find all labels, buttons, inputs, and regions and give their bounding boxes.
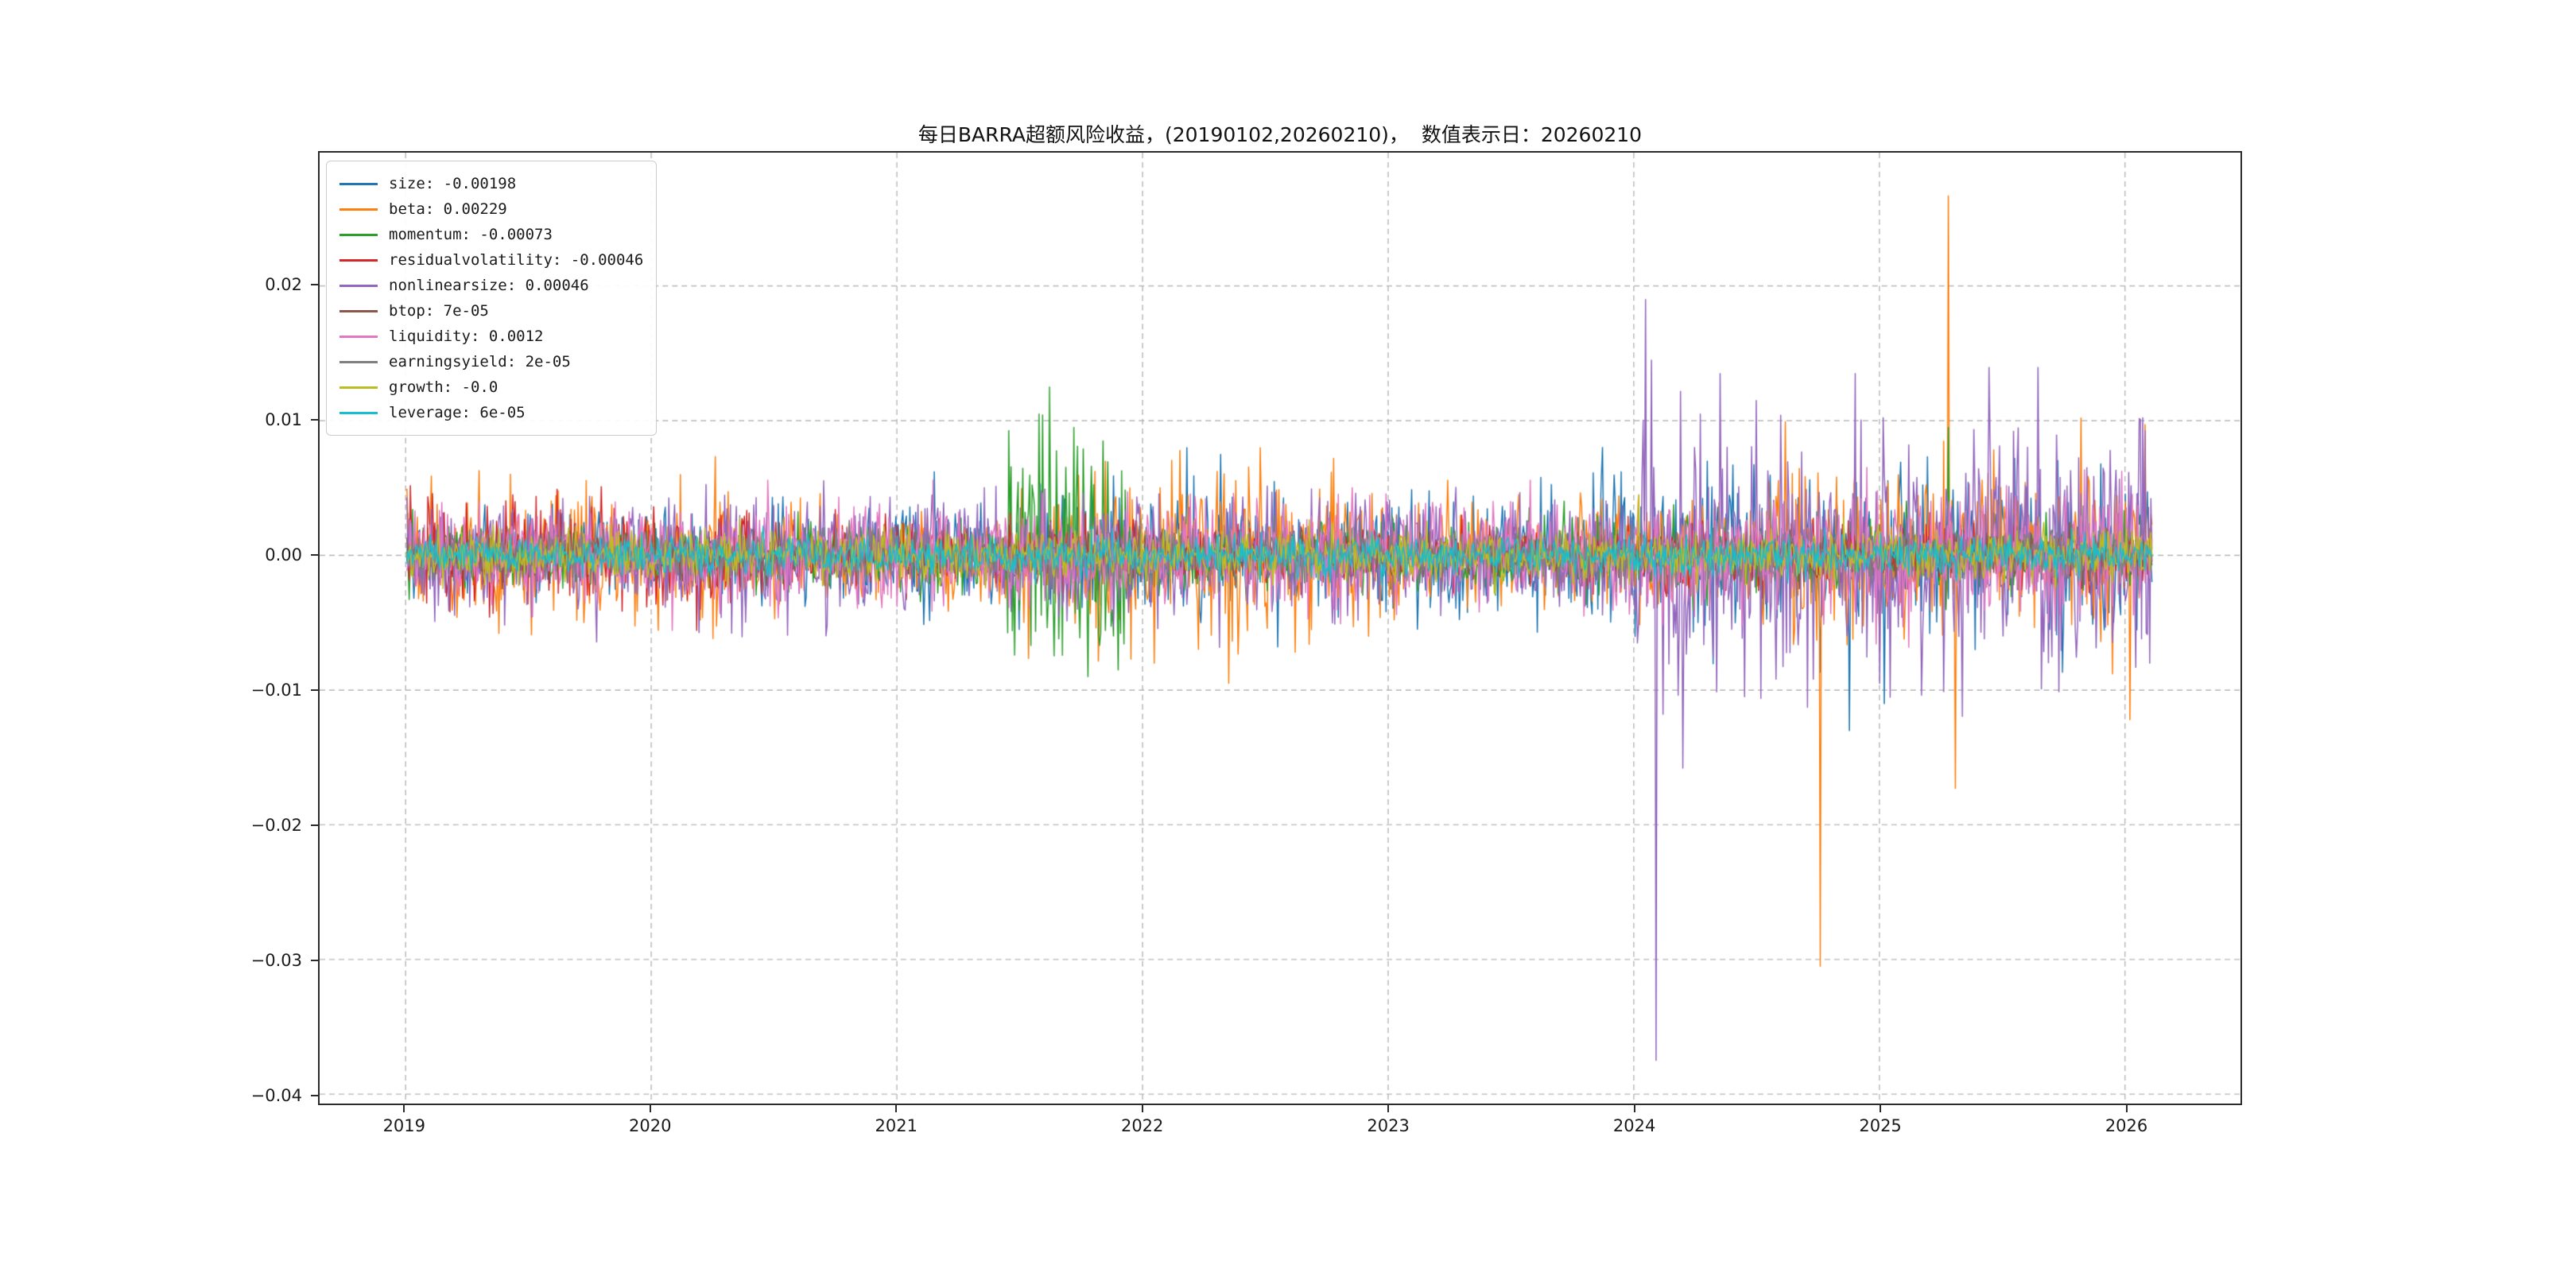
x-tick-mark [895,1105,898,1112]
y-tick-mark [311,689,318,692]
legend-item: nonlinearsize: 0.00046 [339,273,643,298]
x-tick-label: 2021 [875,1116,918,1135]
x-tick-mark [1387,1105,1390,1112]
legend-label: momentum: -0.00073 [389,226,553,243]
y-tick-mark [311,960,318,962]
x-tick-mark [2125,1105,2128,1112]
y-tick-mark [311,824,318,827]
x-tick-mark [1141,1105,1143,1112]
legend-line-sample [339,386,378,389]
legend-item: liquidity: 0.0012 [339,324,643,349]
legend-label: residualvolatility: -0.00046 [389,251,644,269]
x-tick-mark [649,1105,651,1112]
legend-item: leverage: 6e-05 [339,400,643,425]
y-tick-mark [311,284,318,286]
legend-label: earningsyield: 2e-05 [389,353,571,370]
legend-item: earningsyield: 2e-05 [339,349,643,374]
x-tick-mark [403,1105,405,1112]
legend-line-sample [339,258,378,262]
legend-item: beta: 0.00229 [339,196,643,222]
y-tick-mark [311,419,318,421]
legend-item: residualvolatility: -0.00046 [339,247,643,273]
y-tick-mark [311,1095,318,1097]
y-tick-label: −0.02 [250,816,302,836]
chart-title: 每日BARRA超额风险收益，(20190102,20260210)， 数值表示日… [918,123,1643,146]
legend-label: liquidity: 0.0012 [389,328,544,345]
legend-line-sample [339,182,378,185]
legend-label: growth: -0.0 [389,378,499,396]
x-tick-mark [1633,1105,1635,1112]
legend-line-sample [339,284,378,287]
y-tick-label: 0.01 [265,410,302,430]
x-tick-mark [1880,1105,1882,1112]
legend-item: size: -0.00198 [339,171,643,196]
legend-label: size: -0.00198 [389,175,517,192]
legend-label: beta: 0.00229 [389,200,507,218]
y-tick-label: 0.02 [265,275,302,295]
legend-line-sample [339,309,378,312]
x-tick-label: 2026 [2105,1116,2148,1135]
x-tick-label: 2024 [1612,1116,1656,1135]
legend-item: btop: 7e-05 [339,298,643,324]
x-tick-label: 2020 [629,1116,672,1135]
y-tick-label: 0.00 [265,545,302,565]
legend-line-sample [339,411,378,414]
y-tick-label: −0.01 [250,681,302,700]
x-tick-label: 2019 [382,1116,426,1135]
legend-line-sample [339,335,378,338]
legend-label: nonlinearsize: 0.00046 [389,277,589,294]
x-tick-label: 2023 [1367,1116,1410,1135]
legend-item: momentum: -0.00073 [339,222,643,247]
y-tick-label: −0.04 [250,1086,302,1106]
x-tick-label: 2022 [1120,1116,1164,1135]
legend-line-sample [339,233,378,236]
legend-label: btop: 7e-05 [389,302,489,320]
legend-label: leverage: 6e-05 [389,404,526,421]
legend-item: growth: -0.0 [339,374,643,400]
plot-area: size: -0.00198 beta: 0.00229 momentum: -0.… [318,151,2242,1105]
x-tick-label: 2025 [1859,1116,1902,1135]
y-tick-mark [311,554,318,557]
legend: size: -0.00198 beta: 0.00229 momentum: -0.… [326,161,658,436]
legend-line-sample [339,360,378,363]
y-tick-label: −0.03 [250,951,302,971]
legend-line-sample [339,208,378,211]
